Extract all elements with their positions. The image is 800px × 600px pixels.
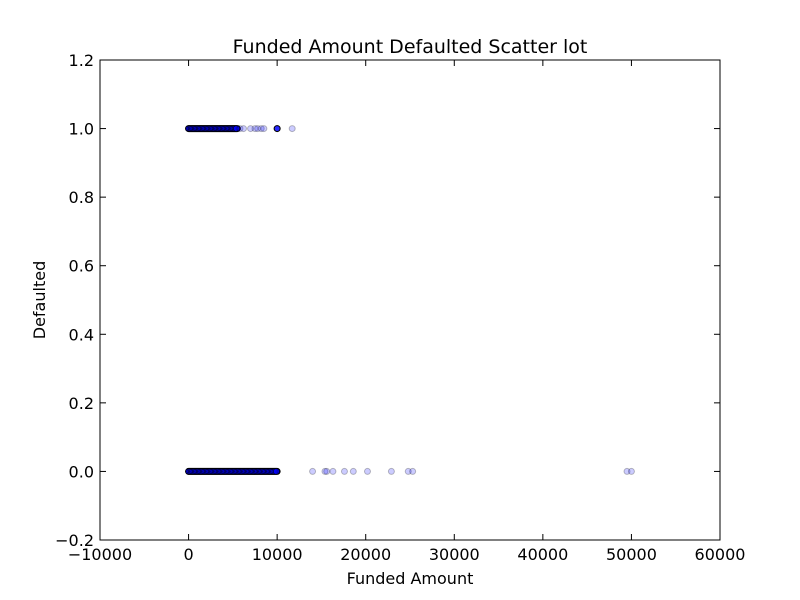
scatter-point <box>273 125 281 133</box>
y-tick-label: 0.8 <box>69 188 94 207</box>
scatter-point <box>409 467 417 475</box>
scatter-point <box>404 467 412 475</box>
chart-title: Funded Amount Defaulted Scatter lot <box>233 36 588 58</box>
x-tick-label: 50000 <box>606 545 657 564</box>
scatter-point <box>260 125 268 133</box>
scatter-point <box>623 467 631 475</box>
x-tick-label: −10000 <box>68 545 132 564</box>
x-tick-label: 20000 <box>340 545 391 564</box>
dense-point-cluster <box>185 125 241 133</box>
scatter-point <box>239 125 247 133</box>
y-tick-label: 0.0 <box>69 462 94 481</box>
scatter-point <box>247 125 255 133</box>
dense-point-cluster <box>185 467 281 475</box>
scatter-point <box>340 467 348 475</box>
scatter-point <box>321 467 329 475</box>
y-tick-label: 0.4 <box>69 325 94 344</box>
y-tick-label: 1.0 <box>69 120 94 139</box>
scatter-point <box>349 467 357 475</box>
y-tick-label: −0.2 <box>55 531 94 550</box>
x-axis-label: Funded Amount <box>347 569 474 588</box>
plot-area <box>185 125 635 475</box>
scatter-point <box>233 125 240 132</box>
y-tick-label: 0.6 <box>69 257 94 276</box>
plot-frame <box>99 59 721 541</box>
x-tick-label: 60000 <box>695 545 746 564</box>
scatter-point <box>254 125 262 133</box>
scatter-point <box>288 125 296 133</box>
scatter-point <box>363 467 371 475</box>
x-tick-label: 10000 <box>252 545 303 564</box>
x-tick-label: 40000 <box>517 545 568 564</box>
scatter-point <box>309 467 317 475</box>
x-tick-label: 0 <box>183 545 193 564</box>
scatter-point <box>236 125 244 133</box>
y-tick-label: 0.2 <box>69 394 94 413</box>
y-axis-label: Defaulted <box>30 261 49 339</box>
scatter-point <box>257 125 265 133</box>
x-tick-label: 30000 <box>429 545 480 564</box>
axes: −10000 0 10000 20000 30000 40000 50000 60000 −0.… <box>55 51 745 564</box>
scatter-point <box>251 125 259 133</box>
scatter-point <box>323 467 331 475</box>
scatter-point <box>329 467 337 475</box>
scatter-point <box>387 467 395 475</box>
scatter-point <box>272 468 280 475</box>
scatter-point <box>627 467 635 475</box>
y-tick-label: 1.2 <box>69 51 94 70</box>
